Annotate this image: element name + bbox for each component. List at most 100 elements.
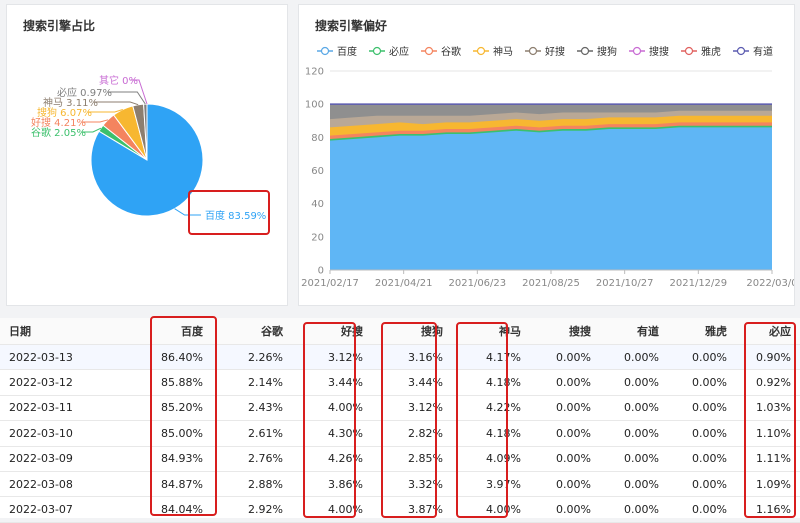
pie-label-0: 百度 83.59% (205, 209, 266, 222)
pie-leader-5 (107, 91, 146, 105)
table-cell: 0.00% (530, 446, 600, 472)
pie-leader-2 (81, 119, 109, 123)
legend-marker-3 (476, 46, 486, 56)
table-cell: 3.86% (292, 471, 372, 498)
table-cell: 4.26% (292, 446, 372, 472)
table-cell: 4.00% (292, 496, 372, 523)
column-header-9: 必应 (736, 318, 800, 345)
column-header-1: 百度 (100, 318, 212, 345)
x-tick-4: 2021/10/27 (596, 278, 654, 289)
legend-marker-5 (580, 46, 590, 56)
table-cell: 0.00% (600, 471, 668, 498)
table-cell: 2022-03-13 (0, 344, 100, 371)
table-cell: 0.92% (736, 369, 800, 396)
table-cell: 2.85% (372, 446, 452, 472)
pie-label-3: 搜狗 6.07% (37, 106, 92, 119)
table-row: 2022-03-11 85.20% 2.43% 4.00% 3.12% 4.22% 0.00… (0, 395, 800, 422)
y-tick-4: 80 (311, 133, 324, 144)
table-cell: 1.09% (736, 471, 800, 498)
table-header-row: 日期 百度 谷歌 好搜 搜狗 神马 搜搜 有道 雅虎 必应 (0, 318, 800, 345)
area-series-5 (330, 104, 772, 120)
y-tick-5: 100 (305, 100, 324, 111)
table-cell: 84.87% (100, 471, 212, 498)
table-cell: 0.00% (600, 344, 668, 371)
pie-leader-0 (174, 208, 201, 216)
data-table: 日期 百度 谷歌 好搜 搜狗 神马 搜搜 有道 雅虎 必应 2022-03-13 86.40% 2.2… (0, 318, 800, 523)
table-cell: 3.44% (292, 369, 372, 396)
column-header-4: 搜狗 (372, 318, 452, 345)
table-cell: 2.76% (212, 446, 292, 472)
table-cell: 2.14% (212, 369, 292, 396)
pie-label-6: 其它 0% (99, 74, 138, 87)
table-cell: 2022-03-07 (0, 496, 100, 523)
data-table-panel: 日期 百度 谷歌 好搜 搜狗 神马 搜搜 有道 雅虎 必应 2022-03-13 86.40% 2.2… (0, 318, 800, 523)
table-cell: 2.26% (212, 344, 292, 371)
table-cell: 0.00% (530, 395, 600, 422)
table-cell: 4.30% (292, 420, 372, 447)
table-cell: 84.04% (100, 496, 212, 523)
pie-label-5: 必应 0.97% (57, 86, 112, 99)
pie-leader-1 (81, 127, 102, 133)
legend-marker-1 (372, 46, 382, 56)
pie-leader-4 (93, 101, 139, 106)
column-header-0: 日期 (0, 318, 100, 345)
x-tick-2: 2021/06/23 (449, 278, 507, 289)
table-row: 2022-03-08 84.87% 2.88% 3.86% 3.32% 3.97% 0.00… (0, 471, 800, 498)
y-tick-6: 120 (305, 67, 324, 78)
column-header-5: 神马 (452, 318, 530, 345)
legend-label-1: 必应 (389, 45, 409, 58)
table-cell: 0.00% (600, 420, 668, 447)
table-cell: 2022-03-09 (0, 446, 100, 472)
pie-label-4: 神马 3.11% (43, 96, 98, 109)
table-cell: 0.00% (668, 369, 736, 396)
legend-marker-4 (528, 46, 538, 56)
x-tick-5: 2021/12/29 (670, 278, 728, 289)
table-cell: 3.97% (452, 471, 530, 498)
table-cell: 3.16% (372, 344, 452, 371)
pie-chart-panel: 搜索引擎占比 百度 83.59% 谷歌 2.05% 好搜 4.21% 搜狗 6.07%… (6, 4, 288, 306)
table-cell: 4.09% (452, 446, 530, 472)
legend-label-5: 搜狗 (597, 45, 617, 58)
table-row: 2022-03-12 85.88% 2.14% 3.44% 3.44% 4.18% 0.00… (0, 369, 800, 396)
table-cell: 85.88% (100, 369, 212, 396)
table-cell: 0.00% (668, 496, 736, 523)
table-cell: 0.00% (530, 420, 600, 447)
table-cell: 2022-03-11 (0, 395, 100, 422)
area-chart-panel: 搜索引擎偏好 百度 必应 谷歌 神马 好搜 搜狗 搜搜 雅虎 有道 0 20 40 60 80 100 120… (298, 4, 795, 306)
legend-label-4: 好搜 (545, 45, 565, 58)
table-cell: 0.00% (530, 496, 600, 523)
table-cell: 0.00% (600, 496, 668, 523)
table-cell: 85.00% (100, 420, 212, 447)
table-cell: 1.10% (736, 420, 800, 447)
x-tick-3: 2021/08/25 (522, 278, 580, 289)
column-header-6: 搜搜 (530, 318, 600, 345)
table-cell: 0.00% (668, 395, 736, 422)
table-cell: 0.00% (600, 395, 668, 422)
table-cell: 0.00% (600, 369, 668, 396)
column-header-2: 谷歌 (212, 318, 292, 345)
table-cell: 0.00% (600, 446, 668, 472)
table-cell: 0.00% (530, 369, 600, 396)
table-cell: 1.03% (736, 395, 800, 422)
table-cell: 4.18% (452, 369, 530, 396)
table-cell: 0.00% (530, 344, 600, 371)
table-cell: 4.18% (452, 420, 530, 447)
table-cell: 0.00% (668, 420, 736, 447)
legend-marker-0 (320, 46, 330, 56)
table-cell: 2022-03-10 (0, 420, 100, 447)
area-series-3 (330, 115, 772, 136)
table-cell: 0.00% (530, 471, 600, 498)
area-series-1 (330, 125, 772, 141)
table-row: 2022-03-10 85.00% 2.61% 4.30% 2.82% 4.18% 0.00… (0, 420, 800, 447)
table-cell: 2.82% (372, 420, 452, 447)
x-tick-0: 2021/02/17 (301, 278, 359, 289)
column-header-3: 好搜 (292, 318, 372, 345)
legend-label-0: 百度 (337, 45, 357, 58)
table-cell: 84.93% (100, 446, 212, 472)
legend-label-6: 搜搜 (649, 45, 669, 58)
x-tick-1: 2021/04/21 (375, 278, 433, 289)
table-body: 2022-03-13 86.40% 2.26% 3.12% 3.16% 4.17% 0.00… (0, 344, 800, 523)
table-row: 2022-03-09 84.93% 2.76% 4.26% 2.85% 4.09% 0.00… (0, 446, 800, 472)
column-header-7: 有道 (600, 318, 668, 345)
pie-chart: 百度 83.59% 谷歌 2.05%好搜 4.21%搜狗 6.07%神马 3.11… (31, 74, 266, 222)
